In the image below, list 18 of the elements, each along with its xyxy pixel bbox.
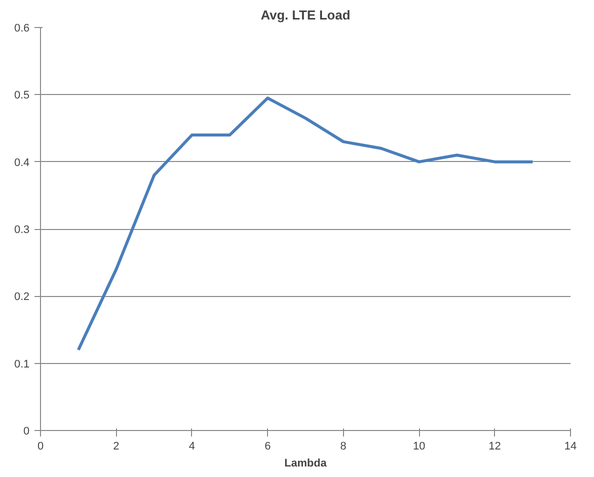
y-tick-label: 0.1 — [14, 358, 30, 370]
x-tick-label: 12 — [488, 440, 501, 452]
x-tick-label: 0 — [37, 440, 44, 452]
y-tick-label: 0.2 — [14, 291, 30, 304]
y-tick-label: 0.5 — [14, 90, 30, 102]
x-tick-label: 2 — [113, 440, 120, 452]
y-tick-label: 0 — [23, 426, 30, 438]
x-tick-label: 4 — [188, 440, 195, 452]
y-tick-label: 0.6 — [14, 22, 30, 34]
x-tick-label: 10 — [412, 440, 426, 452]
line-series — [76, 96, 534, 352]
x-axis-title: Lambda — [284, 458, 328, 470]
chart-title: Avg. LTE Load — [260, 8, 350, 22]
x-tick-label: 14 — [564, 440, 577, 452]
y-tick-label: 0.3 — [14, 224, 30, 236]
y-tick-label: 0.4 — [14, 156, 30, 169]
x-tick-label: 8 — [340, 440, 346, 452]
x-tick-label: 6 — [264, 440, 271, 452]
